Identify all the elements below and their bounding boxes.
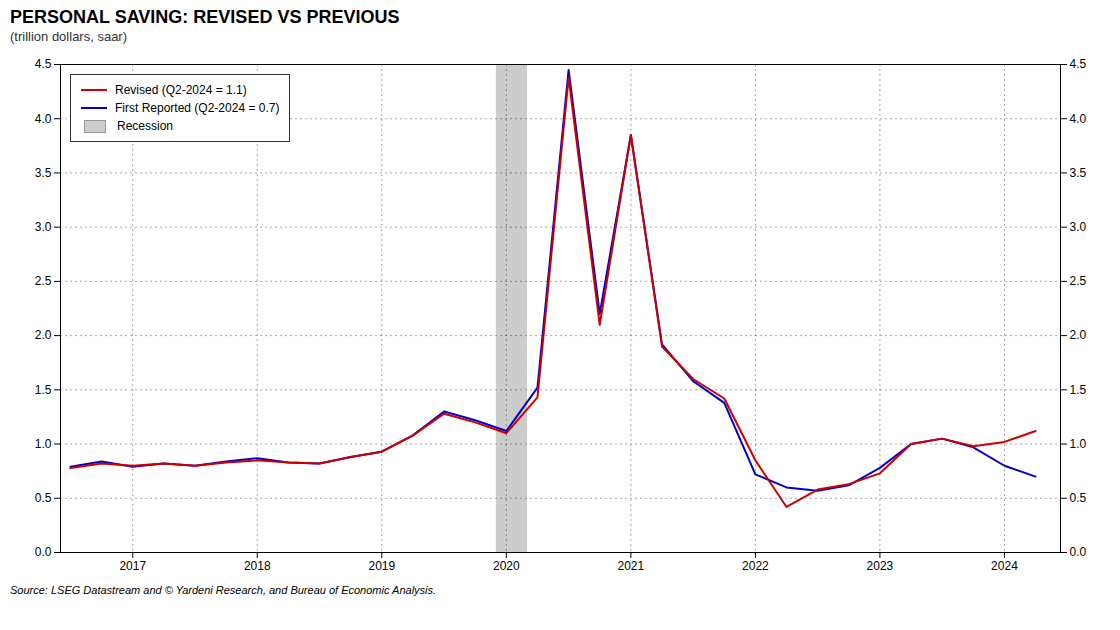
svg-text:0.5: 0.5 (1070, 491, 1087, 505)
svg-text:3.5: 3.5 (1070, 166, 1087, 180)
svg-text:1.5: 1.5 (35, 383, 52, 397)
svg-text:1.5: 1.5 (1070, 383, 1087, 397)
svg-text:3.5: 3.5 (35, 166, 52, 180)
svg-text:4.5: 4.5 (1070, 57, 1087, 71)
svg-text:4.0: 4.0 (35, 112, 52, 126)
svg-text:2024: 2024 (991, 559, 1018, 573)
svg-text:3.0: 3.0 (1070, 220, 1087, 234)
svg-text:4.5: 4.5 (35, 57, 52, 71)
svg-text:0.0: 0.0 (1070, 545, 1087, 559)
svg-text:2.0: 2.0 (35, 328, 52, 342)
svg-text:2020: 2020 (493, 559, 520, 573)
svg-text:2023: 2023 (867, 559, 894, 573)
svg-text:1.0: 1.0 (35, 437, 52, 451)
html-text:Recession: Recession (117, 119, 173, 133)
svg-text:2.5: 2.5 (1070, 274, 1087, 288)
svg-text:2018: 2018 (244, 559, 271, 573)
html-text:Revised (Q2-2024 = 1.1): Revised (Q2-2024 = 1.1) (115, 83, 247, 97)
html-text:(trillion dollars, saar): (trillion dollars, saar) (10, 29, 127, 44)
html-text:First Reported (Q2-2024 = 0.7): First Reported (Q2-2024 = 0.7) (115, 101, 280, 115)
html-text:PERSONAL SAVING: REVISED VS PR: PERSONAL SAVING: REVISED VS PREVIOUS (10, 7, 400, 27)
svg-text:3.0: 3.0 (35, 220, 52, 234)
svg-text:4.0: 4.0 (1070, 112, 1087, 126)
svg-text:0.5: 0.5 (35, 491, 52, 505)
svg-text:0.0: 0.0 (35, 545, 52, 559)
svg-text:2017: 2017 (119, 559, 146, 573)
svg-text:2019: 2019 (368, 559, 395, 573)
html-text:Source: LSEG Datastream and ©: Source: LSEG Datastream and © Yardeni Re… (10, 584, 437, 596)
svg-text:2.5: 2.5 (35, 274, 52, 288)
svg-text:1.0: 1.0 (1070, 437, 1087, 451)
svg-text:2021: 2021 (618, 559, 645, 573)
svg-text:2.0: 2.0 (1070, 328, 1087, 342)
svg-text:2022: 2022 (742, 559, 769, 573)
